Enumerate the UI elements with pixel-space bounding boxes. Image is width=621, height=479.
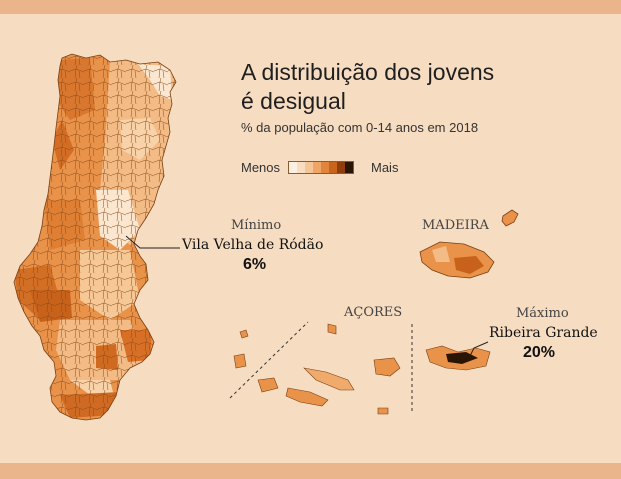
bottom-band [0, 463, 621, 479]
minimum-place: Vila Velha de Ródão [182, 237, 324, 253]
maximum-leader-line [469, 341, 489, 357]
legend-swatch [297, 162, 305, 173]
legend-swatch [345, 162, 353, 173]
legend-swatch [305, 162, 313, 173]
legend-swatch [337, 162, 345, 173]
legend-swatch [329, 162, 337, 173]
mainland-portugal [13, 53, 177, 421]
acores-label: AÇORES [344, 305, 403, 320]
legend-swatch [321, 162, 329, 173]
legend-high-label: Mais [371, 160, 399, 175]
legend-low-label: Menos [241, 160, 281, 175]
acores-islands [229, 321, 491, 415]
legend-color-scale [288, 161, 354, 174]
legend-swatch [313, 162, 321, 173]
madeira-islands [419, 209, 519, 279]
madeira-label: MADEIRA [422, 218, 489, 233]
legend-swatch [289, 162, 297, 173]
minimum-value: 6% [243, 256, 267, 273]
top-band [0, 0, 621, 14]
map-subtitle: % da população com 0-14 anos em 2018 [241, 120, 479, 135]
maximum-value: 20% [523, 344, 556, 361]
map-title: A distribuição dos jovens é desigual [241, 59, 495, 114]
minimum-label: Mínimo [231, 218, 282, 233]
maximum-place: Ribeira Grande [489, 325, 598, 341]
minimum-leader-line [125, 235, 180, 249]
maximum-label: Máximo [516, 306, 569, 321]
